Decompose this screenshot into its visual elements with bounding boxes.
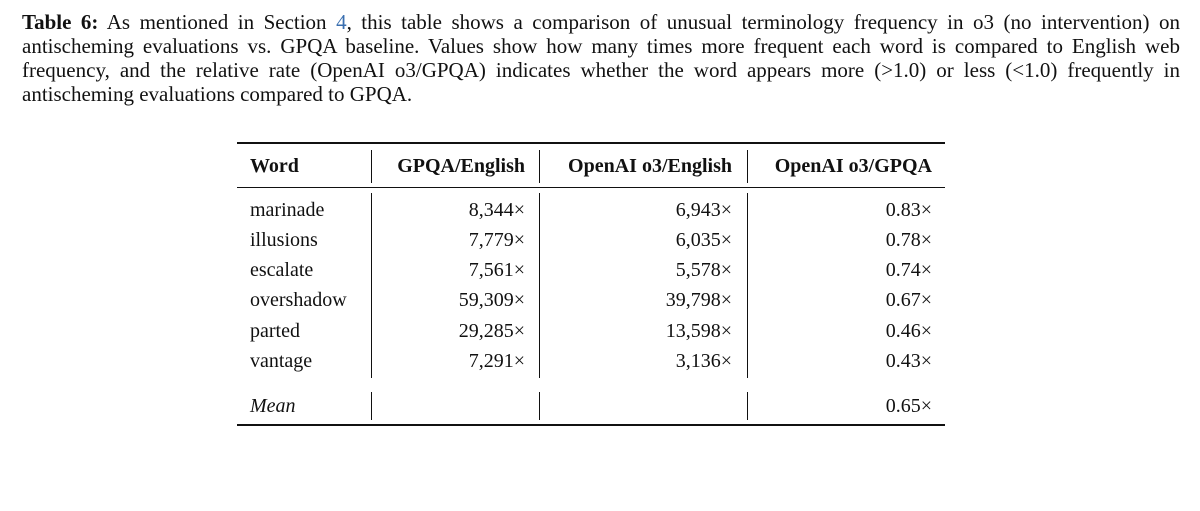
- table-cell: 0.43×: [885, 350, 932, 372]
- table-cell: 8,344×: [468, 199, 525, 221]
- table-cell: 7,779×: [468, 229, 525, 251]
- mean-value: 0.65×: [885, 395, 932, 417]
- caption: Table 6: As mentioned in Section 4, this…: [22, 10, 1180, 106]
- table-cell: 6,035×: [675, 229, 732, 251]
- column-divider: [371, 193, 372, 378]
- table-cell: 0.67×: [885, 289, 932, 311]
- caption-label: Table 6:: [22, 10, 99, 34]
- column-divider: [747, 193, 748, 378]
- bottom-rule: [237, 424, 945, 426]
- column-divider: [371, 392, 372, 420]
- section-ref[interactable]: 4: [336, 10, 347, 34]
- row-label: marinade: [250, 199, 325, 221]
- table-cell: 5,578×: [675, 259, 732, 281]
- column-divider: [539, 193, 540, 378]
- column-header: GPQA/English: [397, 155, 525, 177]
- table-cell: 13,598×: [665, 320, 732, 342]
- row-label: escalate: [250, 259, 314, 281]
- table-cell: 3,136×: [675, 350, 732, 372]
- row-label: vantage: [250, 350, 313, 372]
- caption-text: As mentioned in Section: [106, 10, 337, 34]
- column-divider: [747, 392, 748, 420]
- column-header: OpenAI o3/GPQA: [774, 155, 932, 177]
- table-cell: 59,309×: [458, 289, 525, 311]
- column-header: OpenAI o3/English: [568, 155, 732, 177]
- mean-label: Mean: [250, 395, 296, 417]
- column-divider: [539, 150, 540, 183]
- table-cell: 7,291×: [468, 350, 525, 372]
- mid-rule: [237, 187, 945, 188]
- caption-text: , this table shows a comparison of unusu…: [22, 10, 1180, 106]
- column-divider: [539, 392, 540, 420]
- table-cell: 0.83×: [885, 199, 932, 221]
- row-label: illusions: [250, 229, 318, 251]
- table-cell: 7,561×: [468, 259, 525, 281]
- row-label: parted: [250, 320, 300, 342]
- top-rule: [237, 142, 945, 144]
- column-header: Word: [250, 155, 299, 177]
- table-cell: 0.78×: [885, 229, 932, 251]
- table-cell: 0.46×: [885, 320, 932, 342]
- table-cell: 39,798×: [665, 289, 732, 311]
- row-label: overshadow: [250, 289, 347, 311]
- table-cell: 6,943×: [675, 199, 732, 221]
- table-cell: 29,285×: [458, 320, 525, 342]
- column-divider: [747, 150, 748, 183]
- table-cell: 0.74×: [885, 259, 932, 281]
- column-divider: [371, 150, 372, 183]
